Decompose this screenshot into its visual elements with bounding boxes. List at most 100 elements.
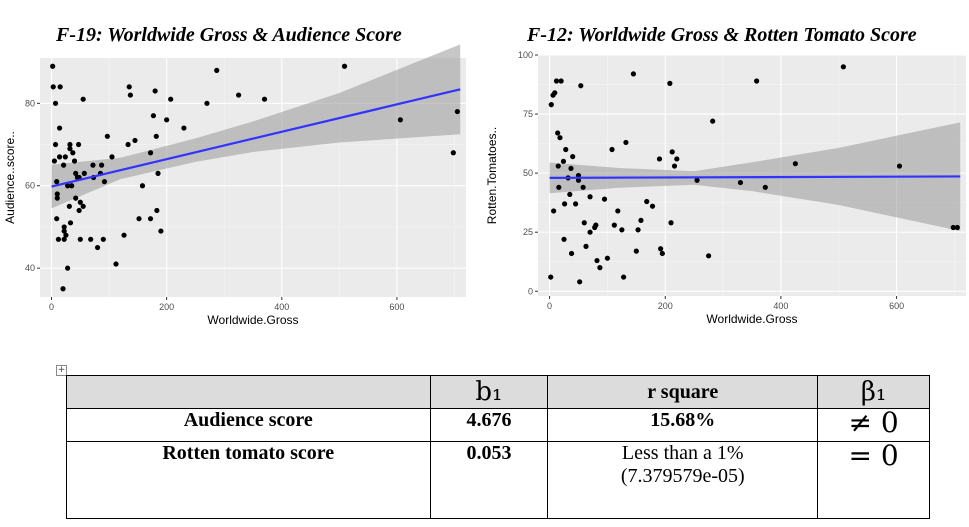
data-point [635,227,641,233]
header-empty-cell [66,375,431,409]
y-tick-label: 60 [25,181,35,191]
data-point [572,201,579,207]
data-point [583,243,589,249]
data-point [236,92,242,98]
x-tick-label: 200 [658,301,673,311]
y-tick-label: 75 [523,109,533,119]
table-row: Rotten tomato score 0.053 Less than a 1%… [66,441,930,519]
y-tick-label: 80 [25,98,35,108]
cell-b1-rotten: 0.053 [429,441,549,519]
data-point [667,80,673,86]
cell-beta-audience: ≠ 0 [817,408,930,442]
data-point [548,274,554,280]
data-point [553,78,560,84]
data-point [90,162,96,168]
table-move-handle-icon[interactable]: + [56,365,67,376]
data-point [668,220,674,226]
cell-r2-audience: 15.68% [547,408,819,442]
data-point [649,203,656,209]
data-point [150,113,157,119]
data-point [954,224,960,231]
data-point [67,146,73,152]
data-point [60,286,66,292]
data-point [560,158,567,164]
data-point [762,184,768,190]
data-point [656,156,663,162]
row-label-audience: Audience score [66,408,431,442]
x-tick-label: 0 [547,301,552,311]
regression-line [51,88,461,188]
cell-b1-audience: 4.676 [429,408,549,442]
data-point [158,228,164,234]
data-point [77,199,83,205]
data-point [568,165,574,172]
x-axis-label: Worldwide.Gross [207,313,298,327]
data-point [147,150,154,156]
y-tick-label: 25 [523,227,533,237]
data-point [73,195,79,201]
data-point [101,179,108,185]
data-point [57,84,63,90]
data-point [126,84,132,90]
x-tick-label: 0 [49,302,54,312]
data-point [81,170,87,176]
data-point [575,177,582,183]
data-point [50,63,56,69]
data-point [341,63,348,69]
data-point [154,207,160,214]
data-point [98,162,105,168]
data-point [558,78,564,84]
x-tick-label: 600 [889,301,904,311]
data-point [580,184,586,190]
confidence-band [51,44,461,209]
cell-r2-rotten: Less than a 1% (7.379579e-05) [547,441,819,519]
data-point [76,207,82,214]
scatter-chart-audience: 0 200 400 600 40 60 80 Worldwide.Gross Audience.… [3,44,466,327]
data-point [54,195,60,201]
x-tick-label: 200 [159,302,174,312]
data-point [551,208,557,214]
cell-r2-rotten-line2: (7.379579e-05) [620,465,745,487]
data-point [633,248,639,254]
data-point [147,216,154,222]
x-tick-label: 400 [773,301,788,311]
data-point [619,227,625,233]
x-tick-label: 400 [274,302,289,312]
data-point [80,203,86,209]
data-point [450,150,456,156]
data-point [67,220,74,226]
regression-summary-table: b₁ r square β₁ Audience score 4.676 15.6… [66,375,930,519]
data-point [139,183,146,189]
data-point [623,139,629,146]
data-point [52,100,59,106]
data-point [644,198,650,205]
data-point [896,163,903,169]
data-point [52,141,59,148]
data-point [136,216,142,222]
table-row: Audience score 4.676 15.68% ≠ 0 [66,408,930,442]
data-point [604,255,611,261]
data-point [71,158,78,164]
data-point [67,141,73,148]
data-point [54,191,60,197]
data-point [674,156,680,162]
data-point [109,154,115,160]
y-tick-label: 100 [518,50,533,60]
data-point [578,83,584,89]
x-tick-label: 600 [389,302,404,312]
data-point [548,102,554,108]
data-point [61,224,67,230]
data-point [65,265,71,271]
data-point [164,117,170,123]
data-point [737,179,744,186]
data-point [63,232,69,238]
data-point [792,161,798,167]
data-point [561,236,567,242]
data-point [121,232,127,238]
data-point [706,253,712,259]
data-point [65,183,71,189]
data-point [125,141,131,148]
table-header-row: b₁ r square β₁ [66,375,930,409]
data-point [581,220,587,226]
data-point [557,135,563,141]
